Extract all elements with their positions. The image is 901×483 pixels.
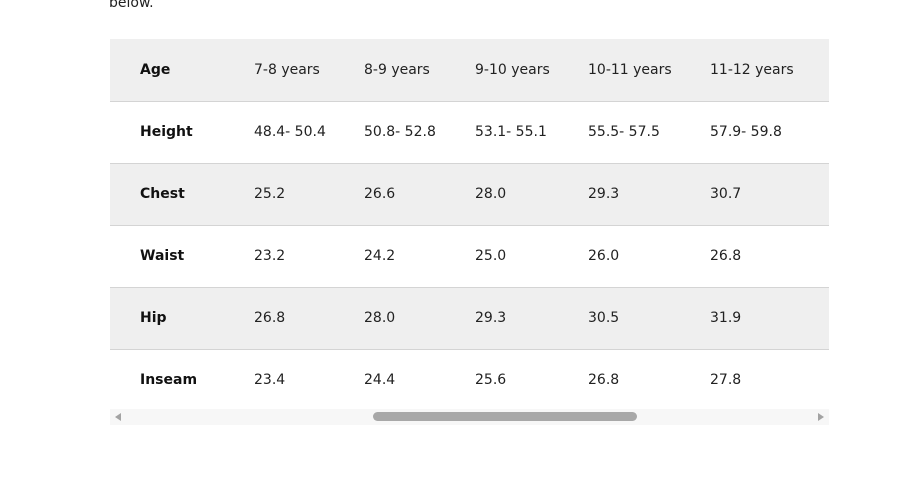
table-row: Height 48.4- 50.4 50.8- 52.8 53.1- 55.1 … (110, 100, 829, 163)
row-label-inseam: Inseam (110, 348, 254, 411)
table-row: Hip 26.8 28.0 29.3 30.5 31.9 (110, 286, 829, 349)
row-label-chest: Chest (110, 162, 254, 225)
header-cell: 11-12 years (710, 61, 794, 78)
triangle-right-icon[interactable] (818, 413, 824, 421)
header-cell: 9-10 years (475, 61, 550, 78)
header-label-age: Age (140, 61, 171, 78)
table-row: Chest 25.2 26.6 28.0 29.3 30.7 (110, 162, 829, 225)
row-label-hip: Hip (110, 286, 254, 349)
triangle-left-icon[interactable] (115, 413, 121, 421)
table-cell: 26.8 (588, 348, 710, 411)
table-cell: 30.5 (588, 286, 710, 349)
table-cell: 29.3 (475, 286, 588, 349)
table-cell: 26.8 (710, 224, 829, 287)
table-cell: 26.0 (588, 224, 710, 287)
table-cell: 27.8 (710, 348, 829, 411)
table-header-row: Age 7-8 years 8-9 years 9-10 years 10-11… (110, 39, 829, 101)
table-cell: 48.4- 50.4 (254, 100, 364, 163)
table-cell: 28.0 (364, 286, 475, 349)
header-cell: 7-8 years (254, 61, 320, 78)
size-chart-table-container[interactable]: Age 7-8 years 8-9 years 9-10 years 10-11… (110, 39, 829, 425)
table-cell: 50.8- 52.8 (364, 100, 475, 163)
size-chart-table: Age 7-8 years 8-9 years 9-10 years 10-11… (110, 39, 829, 411)
table-cell: 23.2 (254, 224, 364, 287)
table-cell: 25.0 (475, 224, 588, 287)
table-cell: 31.9 (710, 286, 829, 349)
table-cell: 29.3 (588, 162, 710, 225)
table-cell: 28.0 (475, 162, 588, 225)
table-cell: 24.4 (364, 348, 475, 411)
horizontal-scrollbar[interactable] (110, 409, 829, 425)
table-cell: 25.6 (475, 348, 588, 411)
table-cell: 25.2 (254, 162, 364, 225)
scrollbar-thumb[interactable] (373, 412, 637, 421)
table-cell: 57.9- 59.8 (710, 100, 829, 163)
table-cell: 24.2 (364, 224, 475, 287)
table-cell: 26.8 (254, 286, 364, 349)
table-cell: 26.6 (364, 162, 475, 225)
table-row: Waist 23.2 24.2 25.0 26.0 26.8 (110, 224, 829, 287)
row-label-waist: Waist (110, 224, 254, 287)
table-row: Inseam 23.4 24.4 25.6 26.8 27.8 (110, 348, 829, 411)
header-cell: 10-11 years (588, 61, 672, 78)
table-cell: 23.4 (254, 348, 364, 411)
table-cell: 30.7 (710, 162, 829, 225)
table-cell: 53.1- 55.1 (475, 100, 588, 163)
intro-text: below. (109, 0, 154, 11)
row-label-height: Height (110, 100, 254, 163)
header-cell: 8-9 years (364, 61, 430, 78)
table-cell: 55.5- 57.5 (588, 100, 710, 163)
